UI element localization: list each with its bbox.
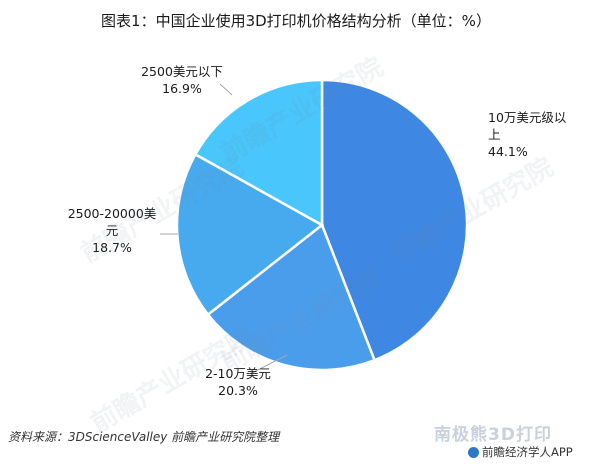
slice-value-label: 16.9% <box>162 81 202 96</box>
slice-label: 2500-20000美元 18.7% <box>68 206 157 255</box>
slice-value-label: 44.1% <box>488 144 528 159</box>
slice-label: 2-10万美元 20.3% <box>205 366 271 398</box>
slice-label: 2500美元以下 16.9% <box>141 64 223 96</box>
pie-slice <box>193 78 324 228</box>
slice-value-label: 18.7% <box>92 240 132 255</box>
leader-line <box>251 354 288 374</box>
slice-labels: 10万美元级以上 44.1% 2-10万美元 20.3% 2500-20000美元 18.… <box>68 64 567 398</box>
leader-line <box>219 83 233 96</box>
slice-category-label: 元 <box>106 223 119 238</box>
source-note: 资料来源：3DScienceValley 前瞻产业研究院整理 <box>8 430 280 444</box>
brand-watermark: 南极熊3D打印 <box>434 425 552 445</box>
chart-title: 图表1：中国企业使用3D打印机价格结构分析（单位：%） <box>101 12 491 30</box>
leader-lines <box>160 83 288 374</box>
slice-category-label: 10万美元级以 <box>488 110 567 125</box>
slice-label: 10万美元级以上 44.1% <box>488 110 567 159</box>
pie-slices <box>175 78 469 372</box>
pie-slice <box>320 78 469 362</box>
slice-category-label: 2-10万美元 <box>205 366 271 381</box>
slice-category-label: 上 <box>488 127 501 142</box>
slice-category-label: 2500美元以下 <box>141 64 223 79</box>
pie-slice <box>175 152 325 317</box>
pie-slice <box>206 222 377 372</box>
app-badge: 前瞻经济学人APP <box>468 444 573 460</box>
app-logo-icon <box>468 446 479 458</box>
slice-value-label: 20.3% <box>218 383 258 398</box>
slice-category-label: 2500-20000美 <box>68 206 157 221</box>
app-badge-label: 前瞻经济学人APP <box>482 445 573 459</box>
